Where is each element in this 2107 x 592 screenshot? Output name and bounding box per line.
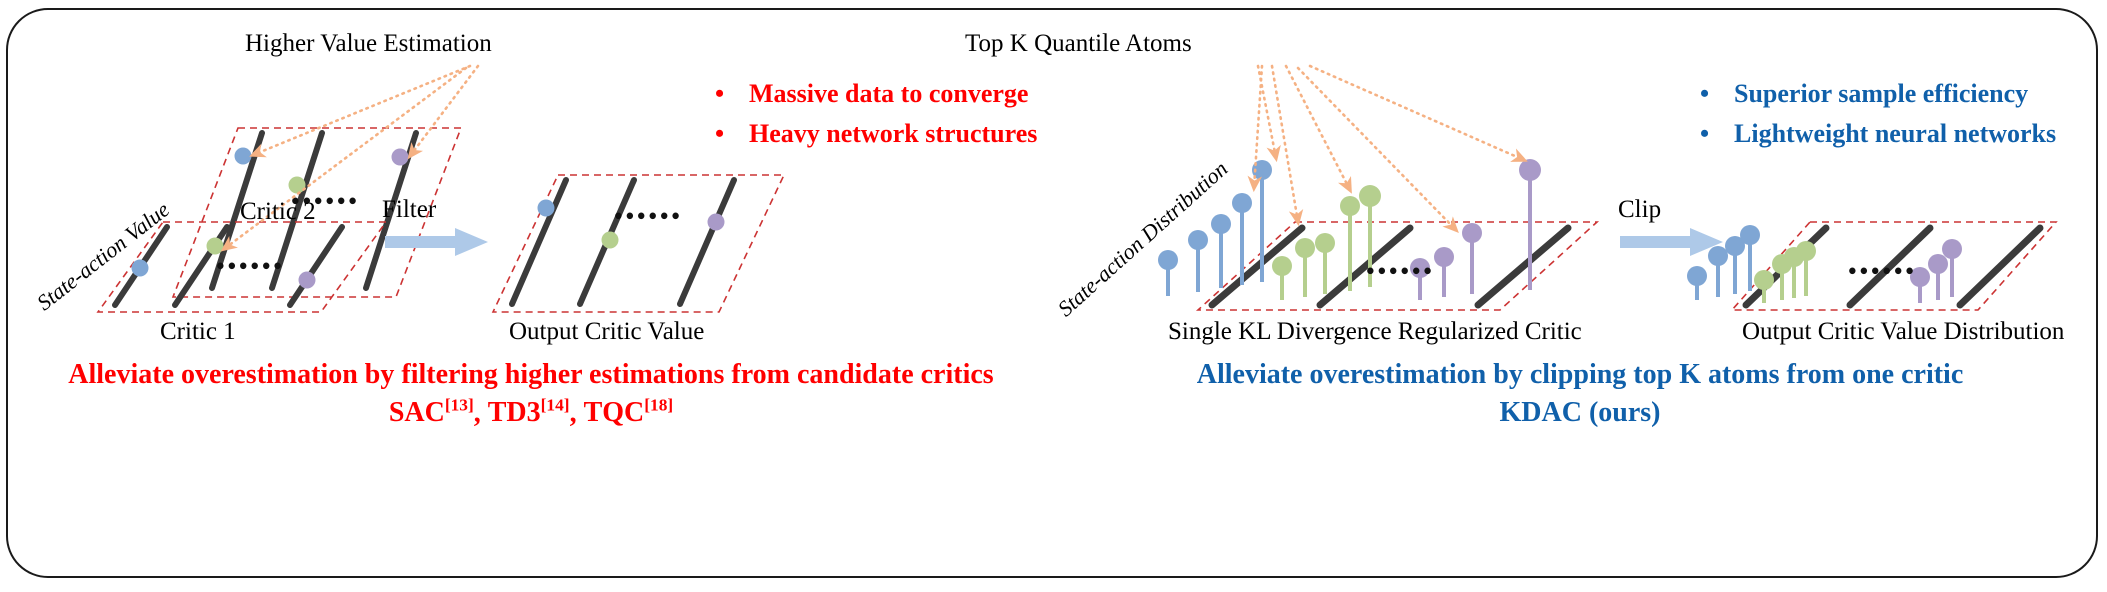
higher-value-pointers (220, 64, 480, 252)
output-critic-value-plane: •••••• (491, 174, 786, 313)
ref-sac: SAC[13] (388, 395, 474, 429)
clip-operation-label: Clip (1618, 196, 1662, 223)
bullet-dot-icon: • (715, 79, 725, 108)
left-bullet-item-1: • Heavy network structures (715, 114, 1037, 154)
sep-2: , (569, 397, 584, 429)
right-caption-line1: Alleviate overestimation by clipping top… (1196, 359, 1964, 390)
left-bullet-text-0: Massive data to converge (749, 79, 1029, 108)
stem-group-purple (1410, 159, 1541, 300)
figure-border (6, 8, 2098, 578)
ref-sac-sup: [13] (444, 395, 474, 415)
top-k-quantile-atoms-label: Top K Quantile Atoms (965, 30, 1192, 57)
svg-text:••••••: •••••• (216, 251, 285, 281)
bullet-dot-icon: • (1700, 79, 1710, 108)
ref-tqc: TQC[18] (583, 395, 674, 429)
right-bullet-item-0: • Superior sample efficiency (1700, 74, 2056, 114)
critic2-plane: •••••• (171, 127, 463, 298)
critic1-label: Critic 1 (160, 318, 236, 345)
left-caption: Alleviate overestimation by filtering hi… (0, 356, 1062, 432)
left-bullet-list: • Massive data to converge • Heavy netwo… (715, 74, 1037, 155)
output-distribution-label: Output Critic Value Distribution (1742, 318, 2065, 345)
left-caption-line2: SAC[13], TD3[14], TQC[18] (0, 394, 1062, 432)
svg-text:••••••: •••••• (614, 201, 683, 231)
filter-arrow (385, 228, 488, 256)
kl-critic-plane: •••••• (1158, 159, 1600, 311)
right-bullet-list: • Superior sample efficiency • Lightweig… (1700, 74, 2056, 155)
ref-td3-sup: [14] (540, 395, 570, 415)
left-bullet-text-1: Heavy network structures (749, 119, 1038, 149)
stem-group-green (1272, 185, 1381, 300)
right-bullet-item-1: • Lightweight neural networks (1700, 114, 2056, 154)
right-bullet-text-1: Lightweight neural networks (1734, 119, 2057, 149)
clip-arrow (1620, 228, 1723, 256)
output-distribution-plane: •••••• (1687, 221, 2058, 311)
top-k-pointers (1247, 64, 1528, 233)
ref-td3: TD3[14] (487, 395, 570, 429)
left-bullet-item-0: • Massive data to converge (715, 74, 1037, 114)
svg-text:••••••: •••••• (291, 186, 360, 216)
out-stem-group-green (1754, 241, 1816, 303)
svg-text:••••••: •••••• (1366, 256, 1435, 286)
ref-tqc-sup: [18] (644, 395, 674, 415)
left-caption-line1: Alleviate overestimation by filtering hi… (68, 359, 994, 390)
right-caption: Alleviate overestimation by clipping top… (1062, 356, 2098, 432)
out-stem-group-blue (1687, 225, 1760, 300)
critic2-label: Critic 2 (240, 198, 316, 225)
right-caption-line2: KDAC (ours) (1499, 396, 1661, 428)
sep-1: , (473, 397, 488, 429)
bullet-dot-icon: • (715, 119, 725, 149)
kl-critic-label: Single KL Divergence Regularized Critic (1168, 318, 1582, 345)
svg-text:••••••: •••••• (1848, 256, 1917, 286)
output-critic-value-label: Output Critic Value (509, 318, 705, 345)
right-bullet-text-0: Superior sample efficiency (1734, 79, 2029, 108)
higher-value-estimation-label: Higher Value Estimation (245, 30, 492, 57)
stem-group-blue (1158, 160, 1272, 296)
bullet-dot-icon: • (1700, 119, 1710, 149)
out-stem-group-purple (1910, 239, 1962, 303)
critic1-plane: •••••• (96, 221, 388, 313)
filter-operation-label: Filter (382, 196, 437, 223)
